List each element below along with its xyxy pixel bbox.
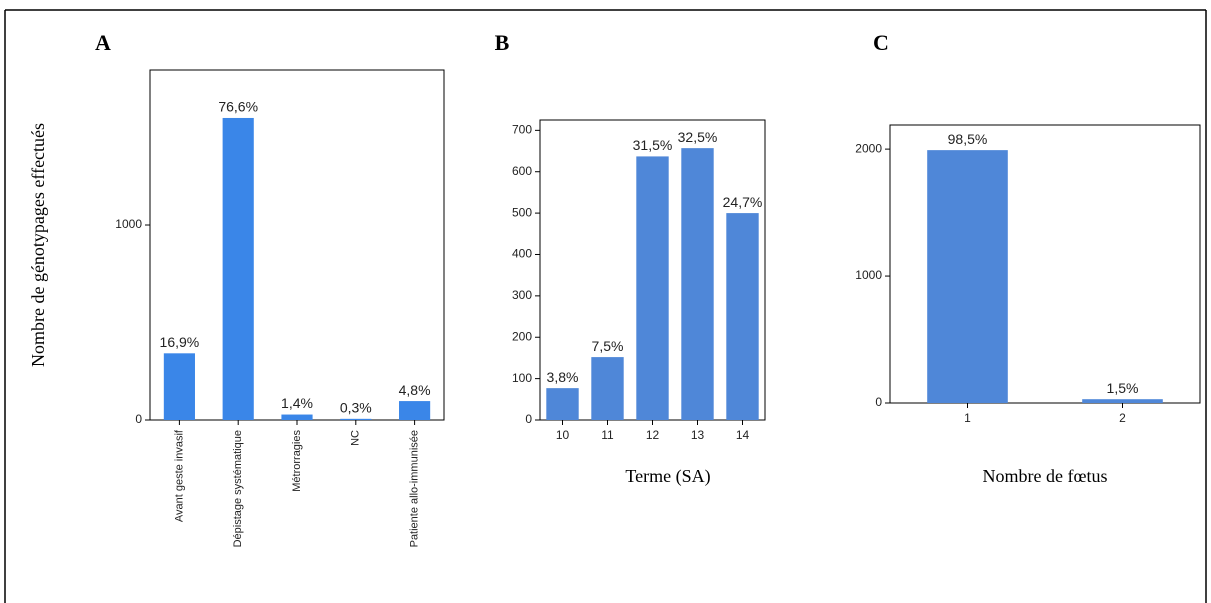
value-label: 31,5% [633,137,673,153]
value-label: 76,6% [218,99,258,115]
y-tick-label: 300 [512,288,532,302]
value-label: 3,8% [547,369,579,385]
x-tick-label: 14 [736,428,750,442]
x-tick-label: 10 [556,428,570,442]
y-tick-label: 1000 [855,268,882,282]
bar [399,401,431,420]
y-tick-label: 0 [135,412,142,426]
x-tick-label: Dépistage systématique [232,430,244,547]
bar [222,117,254,420]
value-label: 1,4% [281,395,313,411]
x-tick-label: Avant geste invasif [173,429,185,522]
panel-label: C [873,30,889,55]
y-tick-label: 500 [512,205,532,219]
bar [681,148,714,420]
bar [726,213,759,420]
bar [163,353,195,420]
value-label: 24,7% [723,194,763,210]
bar [636,156,669,420]
x-axis-title: Terme (SA) [625,466,710,487]
y-tick-label: 0 [875,395,882,409]
x-tick-label: Patiente allo-immunisée [409,430,421,547]
bar [1082,399,1163,403]
bar [281,414,313,420]
value-label: 1,5% [1107,380,1139,396]
value-label: 4,8% [399,382,431,398]
x-axis-title: Nombre de fœtus [983,466,1108,486]
y-tick-label: 400 [512,247,532,261]
y-tick-label: 700 [512,123,532,137]
x-tick-label: 2 [1119,411,1126,425]
bar [591,357,624,420]
x-tick-label: 1 [964,411,971,425]
x-tick-label: NC [350,430,362,446]
value-label: 98,5% [948,131,988,147]
y-axis-title: Nombre de génotypages effectués [28,123,48,367]
x-tick-label: Métrorragies [291,430,303,492]
x-tick-label: 11 [601,428,614,442]
bar [546,388,579,420]
y-tick-label: 1000 [115,217,142,231]
y-tick-label: 0 [525,412,532,426]
y-tick-label: 200 [512,329,532,343]
bar [340,418,372,420]
bar [927,150,1008,403]
x-tick-label: 12 [646,428,660,442]
x-tick-label: 13 [691,428,705,442]
y-tick-label: 600 [512,164,532,178]
value-label: 32,5% [678,129,718,145]
value-label: 16,9% [160,334,200,350]
y-tick-label: 100 [512,371,532,385]
panel-label: B [495,30,510,55]
panel-label: A [95,30,111,55]
plot-frame [889,124,1201,404]
value-label: 0,3% [340,400,372,416]
value-label: 7,5% [592,338,624,354]
y-tick-label: 2000 [855,141,882,155]
